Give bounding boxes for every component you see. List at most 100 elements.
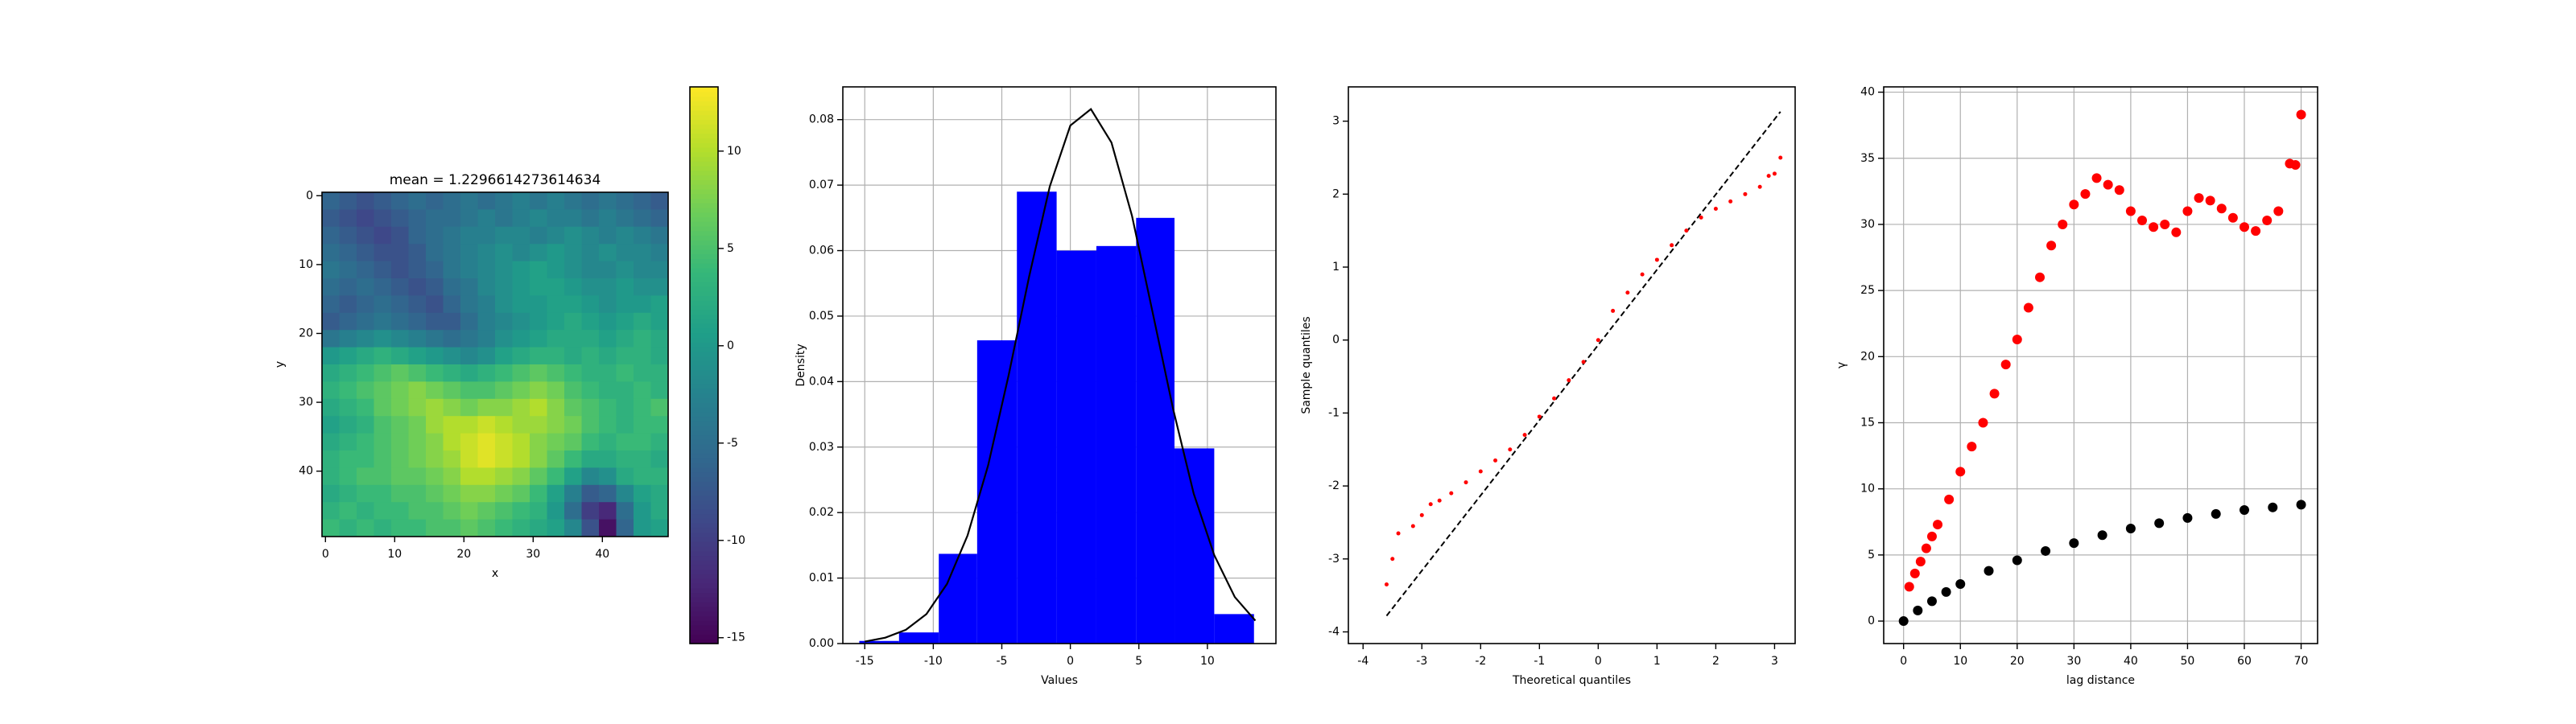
colorbar-step	[690, 597, 718, 603]
heat-cell	[547, 519, 565, 537]
colorbar-step	[690, 481, 718, 487]
colorbar-step	[690, 203, 718, 208]
scatter-point	[2023, 302, 2033, 313]
heat-cell	[512, 261, 530, 279]
colorbar-step	[690, 277, 718, 282]
x-tick-label: 40	[595, 548, 609, 561]
heat-cell	[616, 416, 634, 434]
scatter-point	[2227, 212, 2238, 223]
heat-cell	[408, 192, 427, 210]
colorbar-step	[690, 198, 718, 204]
colorbar-step	[690, 555, 718, 561]
heat-cell	[477, 244, 496, 262]
colorbar-step	[690, 485, 718, 492]
heat-cell	[374, 278, 392, 296]
heat-cell	[374, 226, 392, 245]
heat-cell	[357, 381, 374, 400]
heat-cell	[634, 244, 651, 262]
heat-cell	[512, 312, 530, 331]
heat-cell	[581, 519, 600, 537]
heat-cell	[460, 450, 478, 468]
heat-cell	[357, 519, 374, 537]
heat-cell	[547, 347, 565, 365]
heat-cell	[564, 278, 582, 296]
y-tick-label: 30	[1860, 218, 1875, 231]
colorbar-step	[690, 532, 718, 537]
heat-cell	[547, 484, 565, 503]
heat-cell	[581, 295, 600, 314]
heat-cell	[339, 433, 357, 451]
heat-cell	[322, 226, 340, 245]
heat-cell	[547, 278, 565, 296]
heat-cell	[650, 244, 669, 262]
heat-cell	[357, 502, 374, 520]
colorbar-step	[690, 467, 718, 473]
heat-cell	[616, 244, 634, 262]
heat-cell	[408, 484, 427, 503]
scatter-point	[1567, 378, 1571, 383]
colorbar-step	[690, 263, 718, 269]
heat-cell	[616, 484, 634, 503]
y-tick-label: 35	[1860, 152, 1875, 165]
heat-cell	[426, 278, 444, 296]
colorbar-step	[690, 230, 718, 237]
hist-bar	[976, 340, 1018, 644]
scatter-point	[1670, 243, 1674, 248]
heat-cell	[443, 433, 461, 451]
heat-cell	[599, 330, 617, 348]
heat-cell	[599, 450, 617, 468]
scatter-point	[1611, 308, 1616, 313]
heat-cell	[650, 226, 669, 245]
heat-cell	[530, 347, 547, 365]
scatter-point	[2182, 206, 2193, 216]
heat-cell	[408, 364, 427, 382]
heat-cell	[357, 433, 374, 451]
colorbar-step	[690, 119, 718, 125]
heat-cell	[616, 312, 634, 331]
heat-cell	[530, 330, 547, 348]
heat-cell	[599, 192, 617, 210]
colorbar-step	[690, 471, 718, 477]
heat-cell	[495, 433, 513, 451]
scatter-point	[1941, 586, 1951, 597]
heat-cell	[564, 209, 582, 228]
heat-cell	[616, 347, 634, 365]
heat-cell	[634, 295, 651, 314]
scatter-point	[1915, 557, 1926, 567]
heat-cell	[374, 312, 392, 331]
heat-cell	[426, 519, 444, 537]
heat-cell	[477, 364, 496, 382]
heat-cell	[460, 347, 478, 365]
heat-cell	[391, 381, 409, 400]
scatter-point	[1926, 596, 1937, 607]
heat-cell	[564, 398, 582, 417]
heat-cell	[599, 467, 617, 486]
colorbar-step	[690, 384, 718, 389]
colorbar-step	[690, 425, 718, 431]
colorbar-step	[690, 439, 718, 445]
colorbar-step	[690, 226, 718, 232]
heat-cell	[477, 398, 496, 417]
colorbar-step	[690, 592, 718, 598]
heat-cell	[408, 347, 427, 365]
heat-cell	[357, 330, 374, 348]
heat-cell	[391, 519, 409, 537]
heat-cell	[512, 450, 530, 468]
heat-cell	[391, 433, 409, 451]
scatter-point	[1978, 418, 1988, 428]
heat-cell	[374, 381, 392, 400]
axes-frame	[1883, 86, 2318, 644]
scatter-point	[1552, 396, 1557, 401]
heat-cell	[322, 416, 340, 434]
hist-bar	[1056, 250, 1096, 644]
colorbar-step	[690, 448, 718, 455]
heat-cell	[547, 502, 565, 520]
scatter-point	[1909, 568, 1920, 578]
heat-cell	[547, 416, 565, 434]
y-tick-label: 0	[1868, 615, 1875, 627]
colorbar-tick-label: -15	[727, 631, 745, 644]
colorbar-step	[690, 128, 718, 134]
heat-cell	[374, 467, 392, 486]
heat-cell	[530, 261, 547, 279]
heat-cell	[408, 502, 427, 520]
